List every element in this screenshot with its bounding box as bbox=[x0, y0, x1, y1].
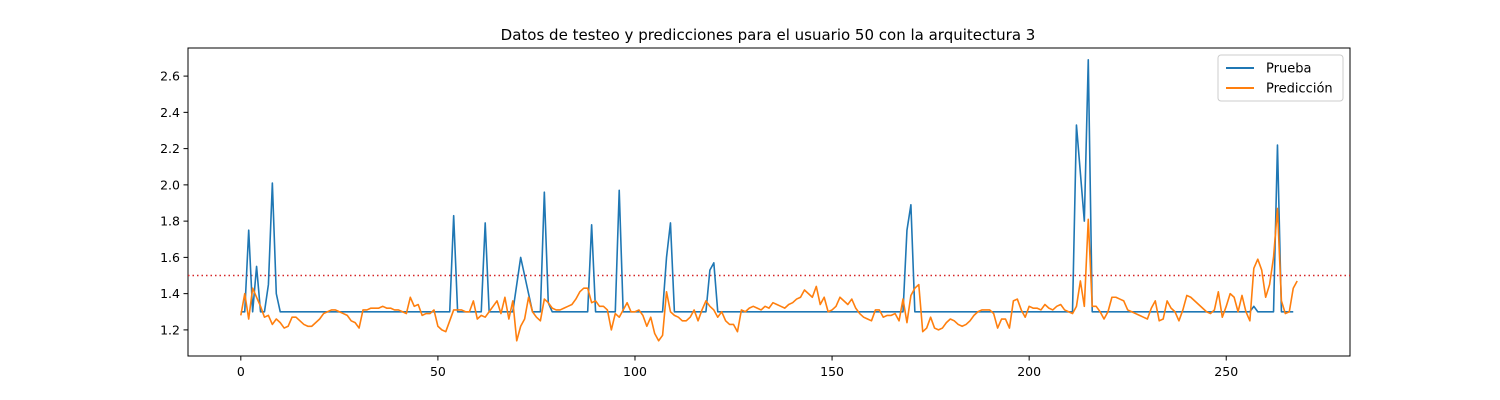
y-tick-label: 2.6 bbox=[160, 69, 180, 84]
y-axis: 1.2 1.4 1.6 1.8 2.0 2.2 2.4 2.6 bbox=[160, 69, 188, 337]
series-line-prueba bbox=[240, 58, 1294, 313]
y-tick-label: 1.6 bbox=[160, 250, 180, 265]
legend-label-prediccion: Predicción bbox=[1266, 82, 1333, 97]
chart-title: Datos de testeo y predicciones para el u… bbox=[501, 26, 1036, 44]
y-tick-label: 2.2 bbox=[160, 141, 180, 156]
y-tick-label: 1.8 bbox=[160, 214, 180, 229]
series-line-prediccion bbox=[240, 207, 1298, 342]
x-tick-label: 150 bbox=[820, 364, 844, 379]
x-tick-label: 100 bbox=[623, 364, 647, 379]
series-layer bbox=[240, 58, 1298, 342]
y-tick-label: 1.2 bbox=[160, 322, 180, 337]
x-tick-label: 250 bbox=[1214, 364, 1238, 379]
x-axis: 0 50 100 150 200 250 bbox=[237, 356, 1238, 379]
y-tick-label: 1.4 bbox=[160, 286, 180, 301]
legend-label-prueba: Prueba bbox=[1266, 62, 1311, 77]
axes-frame bbox=[187, 47, 1351, 357]
x-tick-label: 200 bbox=[1017, 364, 1041, 379]
x-tick-label: 0 bbox=[237, 364, 245, 379]
legend: Prueba Predicción bbox=[1217, 54, 1344, 102]
y-tick-label: 2.0 bbox=[160, 177, 180, 192]
plot-area: 0 50 100 150 200 250 1.2 1.4 1.6 1.8 2.0 2.2 2.4 2.6 bbox=[160, 47, 1351, 379]
x-tick-label: 50 bbox=[430, 364, 446, 379]
legend-box bbox=[1217, 54, 1344, 102]
y-tick-label: 2.4 bbox=[160, 105, 180, 120]
